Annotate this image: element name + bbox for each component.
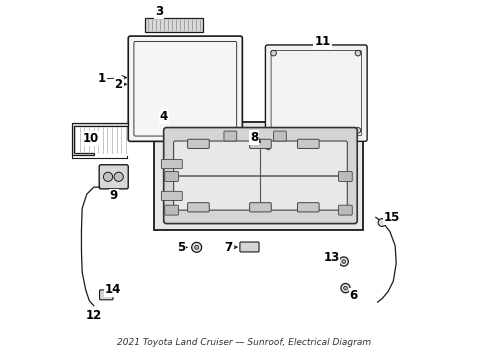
Circle shape: [270, 127, 276, 133]
Circle shape: [114, 172, 123, 181]
FancyBboxPatch shape: [164, 171, 178, 181]
Circle shape: [377, 219, 385, 226]
Circle shape: [191, 242, 201, 252]
Text: 11: 11: [314, 35, 330, 48]
FancyBboxPatch shape: [224, 131, 236, 141]
Circle shape: [343, 286, 346, 290]
Text: 10: 10: [82, 132, 98, 145]
Circle shape: [263, 144, 272, 153]
Circle shape: [354, 127, 360, 133]
Circle shape: [339, 257, 347, 266]
FancyBboxPatch shape: [187, 203, 209, 212]
FancyBboxPatch shape: [99, 165, 128, 189]
FancyBboxPatch shape: [249, 203, 271, 212]
Bar: [145, 18, 202, 32]
FancyBboxPatch shape: [273, 131, 286, 141]
FancyBboxPatch shape: [161, 192, 182, 201]
Text: 3: 3: [155, 5, 163, 18]
FancyBboxPatch shape: [249, 139, 271, 148]
Circle shape: [103, 172, 112, 181]
FancyBboxPatch shape: [128, 36, 242, 141]
Text: 4: 4: [159, 110, 167, 123]
Text: 14: 14: [105, 283, 122, 296]
Text: 2: 2: [114, 78, 122, 91]
FancyBboxPatch shape: [187, 139, 209, 148]
Text: 7: 7: [224, 241, 232, 254]
Circle shape: [340, 283, 349, 293]
Polygon shape: [71, 123, 127, 155]
FancyBboxPatch shape: [161, 159, 182, 168]
Circle shape: [341, 260, 345, 264]
FancyBboxPatch shape: [265, 45, 366, 141]
FancyBboxPatch shape: [338, 171, 351, 181]
Text: 2021 Toyota Land Cruiser — Sunroof, Electrical Diagram: 2021 Toyota Land Cruiser — Sunroof, Elec…: [117, 338, 371, 347]
FancyBboxPatch shape: [338, 205, 351, 215]
Text: 12: 12: [85, 309, 102, 322]
Circle shape: [270, 50, 276, 56]
Circle shape: [194, 246, 198, 249]
FancyBboxPatch shape: [100, 290, 113, 300]
FancyBboxPatch shape: [240, 242, 259, 252]
Circle shape: [354, 50, 360, 56]
Text: 9: 9: [109, 189, 118, 202]
FancyBboxPatch shape: [297, 139, 319, 148]
FancyBboxPatch shape: [164, 205, 178, 215]
Bar: [154, 122, 363, 230]
FancyBboxPatch shape: [163, 127, 356, 224]
Text: 8: 8: [250, 131, 258, 144]
FancyBboxPatch shape: [270, 51, 361, 136]
FancyBboxPatch shape: [173, 141, 346, 210]
Circle shape: [266, 146, 269, 150]
Text: 15: 15: [383, 211, 399, 224]
Text: 6: 6: [349, 289, 357, 302]
Text: 13: 13: [323, 252, 339, 265]
Text: 1: 1: [98, 72, 106, 85]
Text: 5: 5: [177, 241, 185, 254]
FancyBboxPatch shape: [134, 41, 236, 136]
FancyBboxPatch shape: [297, 203, 319, 212]
